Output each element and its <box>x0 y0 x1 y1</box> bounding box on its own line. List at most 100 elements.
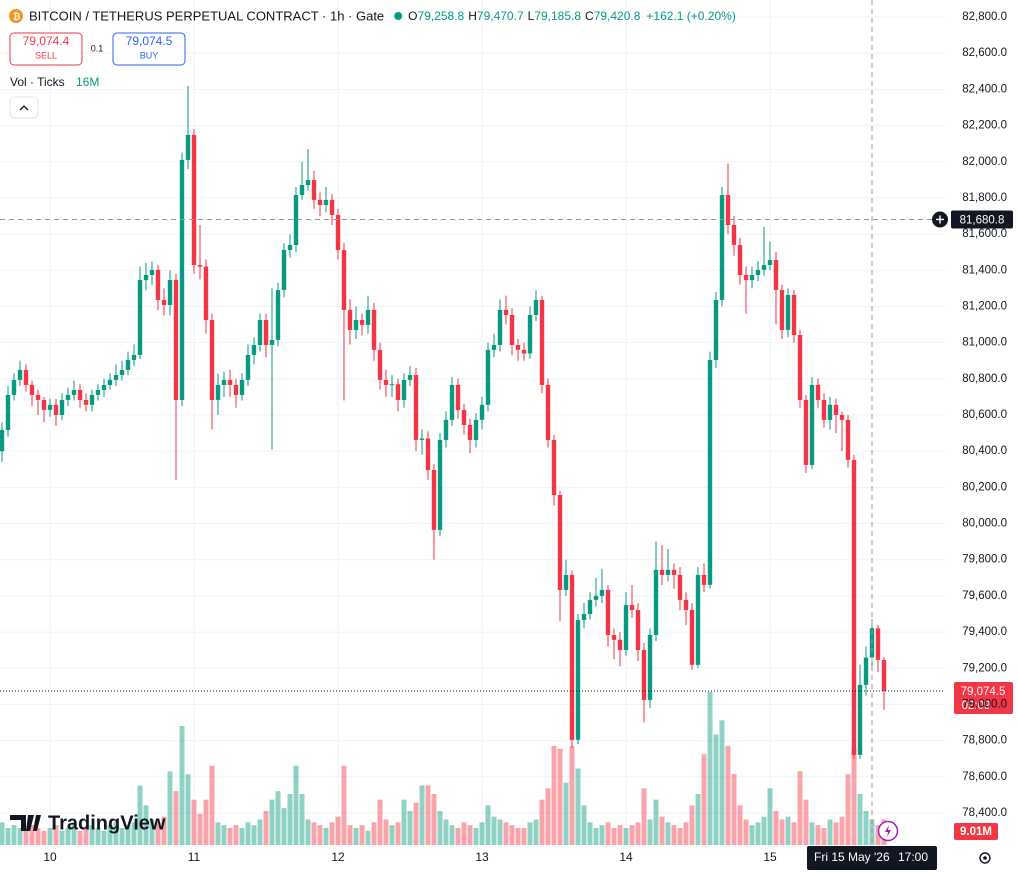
volume-bar <box>689 805 695 845</box>
candle-body <box>5 394 11 431</box>
candle-body <box>107 379 113 385</box>
volume-bar <box>527 822 533 845</box>
volume-bar <box>659 816 665 845</box>
candle-body <box>665 569 671 575</box>
candle-body <box>557 494 563 590</box>
candle-body <box>131 354 137 360</box>
collapse-button[interactable] <box>9 96 39 119</box>
candle-body <box>125 359 131 370</box>
candle-body <box>299 185 305 196</box>
y-tick-label: 81,800.0 <box>962 192 1007 204</box>
candle-body <box>581 613 587 620</box>
volume-bar <box>683 822 689 845</box>
price-axis: 78,400.0 78,600.0 78,800.0 79,000.0 79,200.0… <box>43 11 1007 864</box>
candle-body <box>191 134 197 266</box>
alert-icon[interactable] <box>877 820 899 842</box>
countdown: 02:09 <box>962 700 991 712</box>
candle-body <box>491 344 497 350</box>
volume-bar <box>251 825 257 845</box>
volume-bar <box>137 785 143 845</box>
candle-body <box>443 419 449 440</box>
volume-bar <box>845 774 851 845</box>
candle-body <box>833 404 839 415</box>
x-tick-label: 11 <box>188 850 201 864</box>
volume-bar <box>821 828 827 845</box>
candle-body <box>503 309 509 315</box>
candle-body <box>773 259 779 290</box>
status-dot <box>394 12 403 20</box>
volume-bar <box>71 822 77 845</box>
volume-bar <box>383 819 389 845</box>
gear[interactable] <box>979 852 991 864</box>
legend-key: O <box>408 9 417 23</box>
x-tick-label: 14 <box>619 850 633 864</box>
candle-body <box>623 604 629 650</box>
volume-bar <box>641 788 647 845</box>
sell-price: 79,074.4 <box>23 34 70 48</box>
volume-bar <box>17 828 23 845</box>
candle-body <box>761 265 767 270</box>
grid <box>0 0 945 845</box>
volume-bar <box>293 765 299 845</box>
candle-body <box>725 195 731 226</box>
candle-body <box>425 438 431 470</box>
volume-bar <box>767 788 773 845</box>
volume-bar <box>503 822 509 845</box>
volume-bar <box>257 819 263 845</box>
volume-bar <box>107 825 113 845</box>
volume-bar <box>497 819 503 845</box>
candle-body <box>59 399 65 415</box>
buy-button[interactable] <box>112 32 186 66</box>
candle-body <box>851 459 857 755</box>
crosshair-price-box <box>951 210 1013 229</box>
crosshair-plus-sign <box>936 215 944 224</box>
volume-bar <box>707 692 713 845</box>
candle-body <box>779 289 785 330</box>
volume-bar <box>575 768 581 845</box>
candle-body <box>35 394 41 400</box>
candle-body <box>719 195 725 300</box>
volume-bar <box>665 822 671 845</box>
candle-body <box>101 384 107 391</box>
candle-body <box>221 379 227 385</box>
volume-bar <box>119 828 125 845</box>
legend-value: 79,258.8 <box>418 9 465 23</box>
y-tick-label: 78,600.0 <box>962 771 1007 783</box>
volume-box <box>954 823 998 840</box>
volume-bar <box>203 799 209 845</box>
volume-bar <box>509 825 515 845</box>
sell-button[interactable] <box>9 32 83 66</box>
volume-bar <box>791 822 797 845</box>
candle-body <box>641 649 647 700</box>
x-tick-label: 10 <box>43 850 57 864</box>
candle-body <box>821 399 827 420</box>
volume-bar <box>191 799 197 845</box>
candle-body <box>365 309 371 325</box>
candle-body <box>275 289 281 340</box>
volume-bar <box>221 825 227 845</box>
candle-body <box>53 404 59 415</box>
buy-label: BUY <box>140 50 159 60</box>
candle-body <box>521 349 527 354</box>
volume-bar <box>5 828 11 845</box>
candle-body <box>659 569 665 575</box>
volume-bar <box>605 822 611 845</box>
candle-body <box>347 309 353 330</box>
candle-body <box>77 390 83 400</box>
candle-body <box>539 299 545 385</box>
volume-bar <box>557 748 563 845</box>
volume-bar <box>809 822 815 845</box>
volume-bar <box>833 822 839 845</box>
candle-body <box>857 684 863 755</box>
crosshair-time-label: 17:00 <box>898 850 928 864</box>
brand-name: TradingView <box>48 812 166 834</box>
candle-body <box>863 657 869 685</box>
volume-bar <box>467 825 473 845</box>
y-tick-label: 82,000.0 <box>962 156 1007 168</box>
candle-body <box>881 659 887 691</box>
volume-bar <box>713 734 719 845</box>
candle-body <box>119 369 125 376</box>
volume-bar <box>113 822 119 845</box>
settings-icon[interactable] <box>979 852 991 864</box>
